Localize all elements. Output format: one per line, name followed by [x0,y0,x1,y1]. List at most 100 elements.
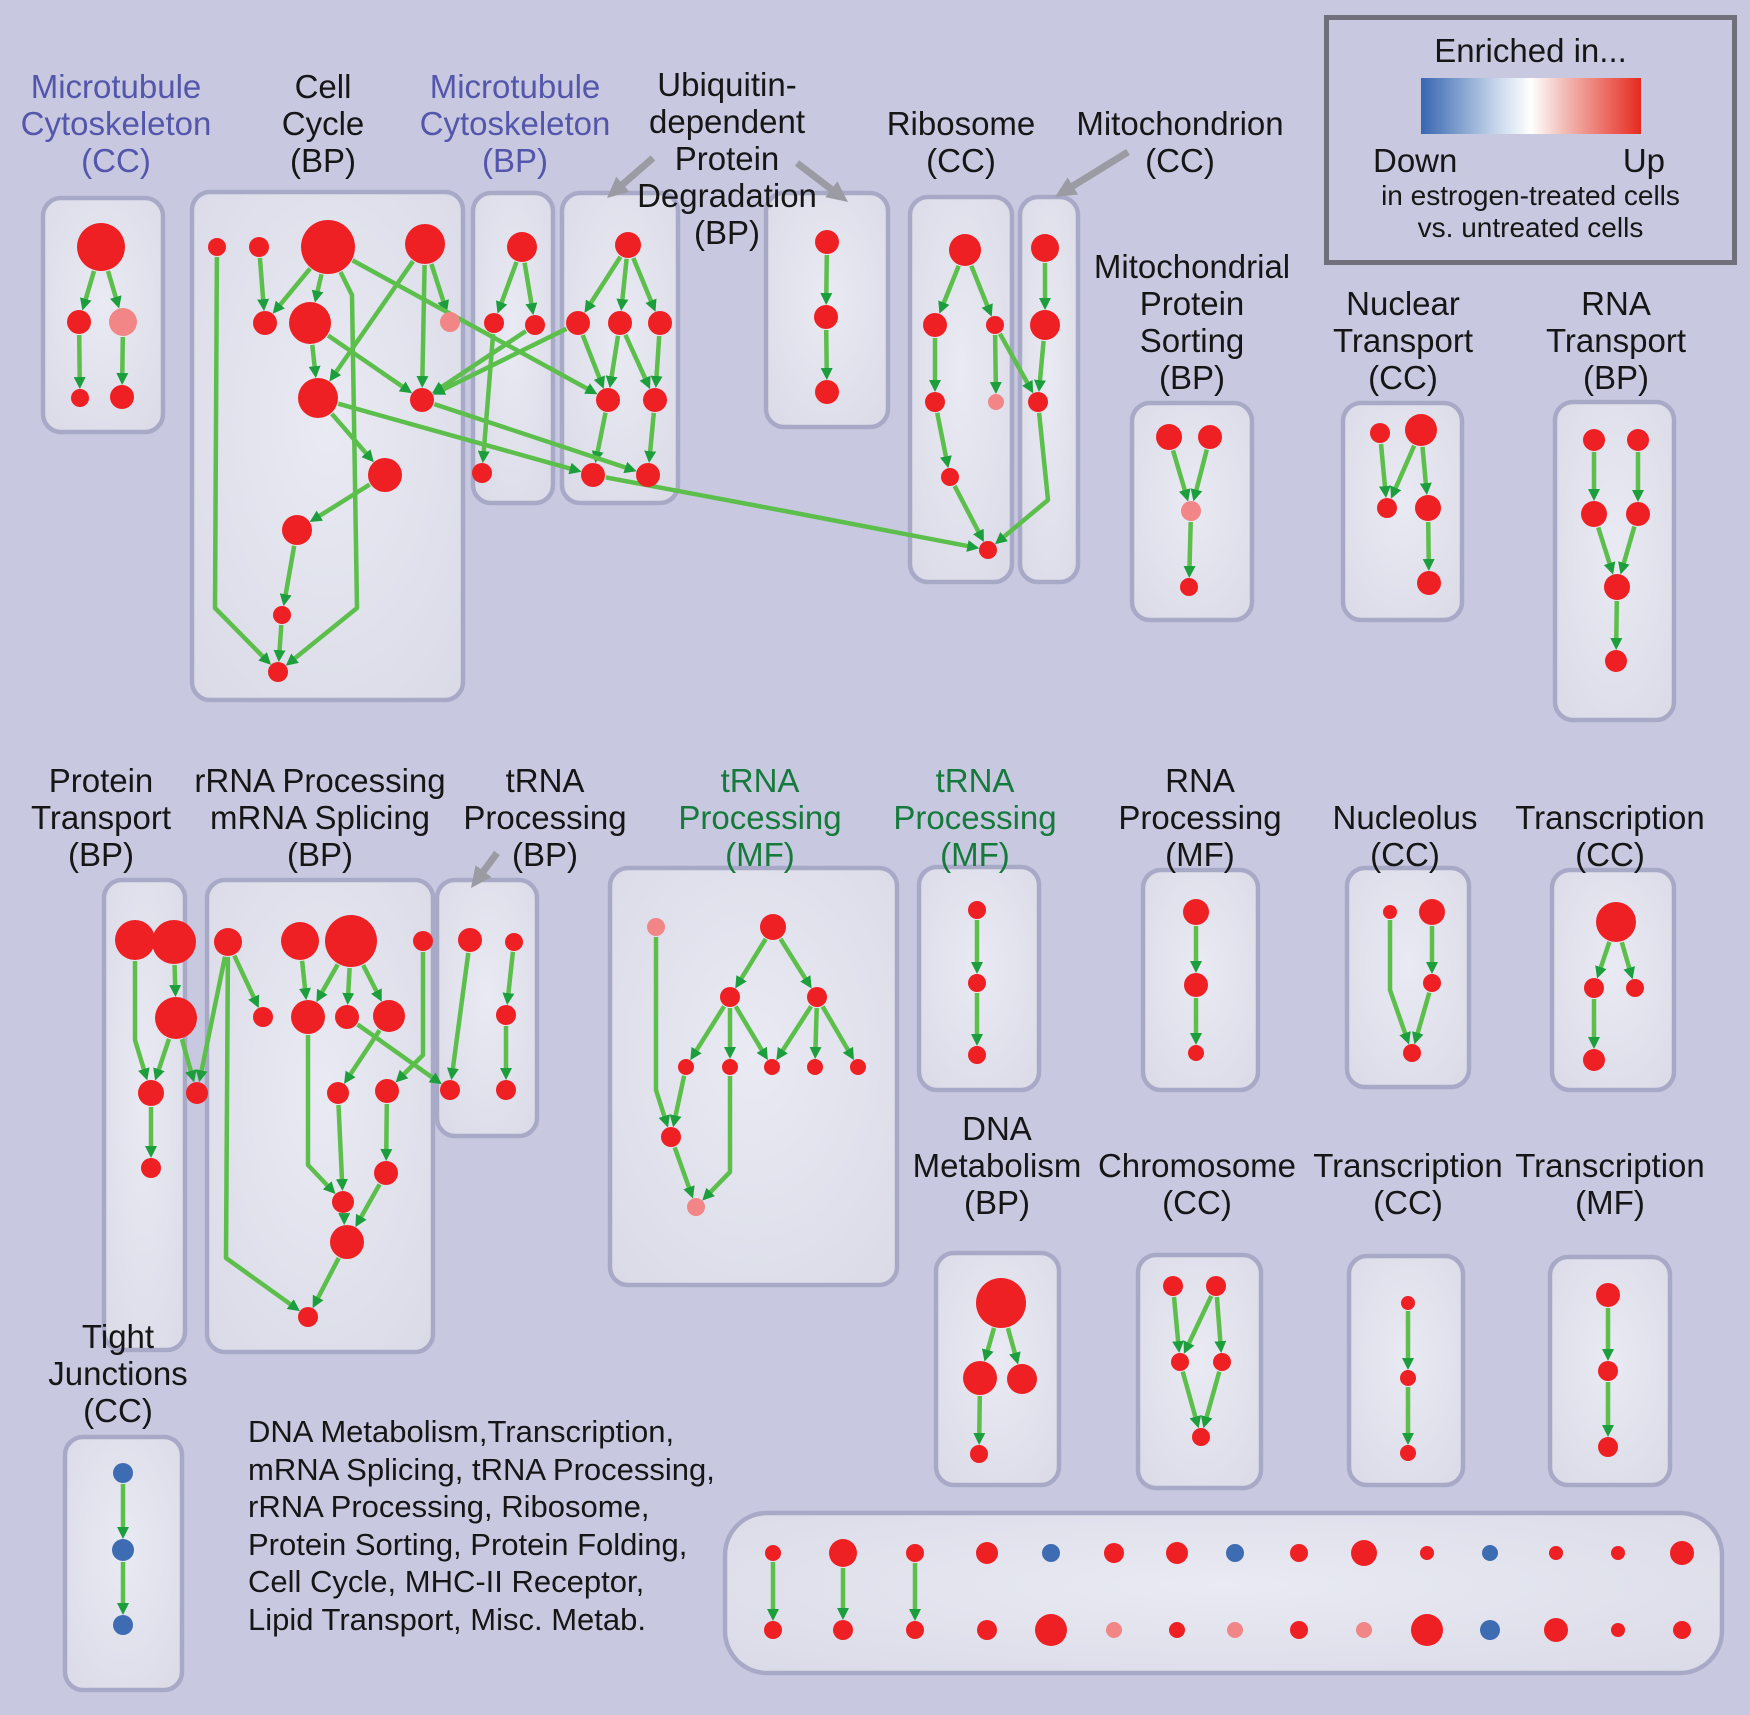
relation-arrow [981,1327,997,1362]
go-term-node-red [505,933,523,951]
cluster-label-cc: Cell Cycle (BP) [281,68,365,179]
misc-category-list: DNA Metabolism,Transcription, mRNA Splic… [248,1413,715,1638]
relation-arrow [105,270,122,309]
relation-arrow [591,412,608,464]
go-term-node-red [1627,429,1649,451]
go-term-node-red [968,974,986,992]
relation-arrow [1171,1296,1185,1354]
go-term-node-red [566,311,590,335]
go-term-node-red [1598,1437,1618,1457]
cluster-label-tcc2: Transcription (CC) [1313,1147,1503,1221]
go-term-node-red [1626,502,1650,526]
go-term-node-red [608,311,632,335]
relation-arrow [361,964,382,1002]
go-term-node-red [138,1080,164,1106]
cluster-box-tcc1 [1549,867,1677,1093]
go-term-node-red [976,1542,998,1564]
cluster-label-ub: Ubiquitin- dependent Protein Degradation… [637,66,817,251]
legend-subtitle-2: vs. untreated cells [1417,212,1644,243]
cluster-box-rnat [1552,399,1677,723]
relation-arrow [169,964,182,997]
relation-arrow [285,270,360,666]
go-term-node-red [273,606,291,624]
go-term-node-red [405,224,445,264]
go-term-node-red [977,1620,997,1640]
go-term-node-pink [109,308,137,336]
relation-arrow [433,401,637,474]
go-term-node-red [282,515,312,545]
go-term-node-red [976,1278,1026,1328]
go-term-node-red [1180,578,1198,596]
go-term-node-red [249,237,269,257]
go-term-node-red [720,987,740,1007]
go-term-node-red [214,928,242,956]
relation-arrow [1183,1294,1214,1354]
relation-arrow [1610,600,1623,650]
cluster-label-nucl: Nucleolus (CC) [1332,799,1478,873]
go-term-node-red [1163,1276,1183,1296]
relation-arrow [690,1005,727,1061]
go-term-node-red [374,1161,398,1185]
go-term-node-red [1156,424,1182,450]
go-term-node-pink [440,312,460,332]
cluster-box-tmf1 [607,865,900,1288]
go-term-node-red [764,1059,780,1075]
go-term-node-red [1611,1546,1625,1560]
go-term-node-red [1604,574,1630,600]
go-term-node-red [1383,905,1397,919]
misc-line: Lipid Transport, Misc. Metab. [248,1601,646,1637]
go-term-node-red [923,313,947,337]
go-term-node-red [815,380,839,404]
relation-arrow [273,624,286,663]
go-term-node-red [764,1621,782,1639]
go-term-node-red [1183,899,1209,925]
relation-arrow [330,412,374,463]
go-term-node-red [335,1005,359,1029]
relation-arrow [446,952,471,1081]
go-term-node-red [1549,1546,1563,1560]
go-term-node-red [596,388,620,412]
go-term-node-pink [988,394,1004,410]
relation-arrow [1422,521,1435,571]
go-term-node-red [833,1620,853,1640]
go-term-node-red [208,238,226,256]
relation-arrow [1200,1370,1222,1429]
go-term-node-red [298,378,338,418]
go-term-node-red [1104,1543,1124,1563]
relation-arrow [1183,521,1196,578]
relation-arrow [351,258,598,395]
go-term-node-red [1405,414,1437,446]
go-term-node-red [1206,1276,1226,1296]
go-term-node-red [458,928,482,952]
cluster-label-mito: Mitochondrion (CC) [1076,105,1284,179]
go-term-node-pink [1181,501,1201,521]
go-term-node-red [1611,1623,1625,1637]
go-term-node-red [141,1158,161,1178]
relation-arrow [308,344,321,379]
cluster-label-nuc: Nuclear Transport (CC) [1333,285,1473,396]
relation-arrow [195,956,228,1083]
go-term-node-red [496,1005,516,1025]
go-term-node-red [722,1059,738,1075]
go-term-node-blue [113,1615,133,1635]
relation-arrow [605,335,621,389]
go-term-node-red [925,392,945,412]
relation-arrow [272,267,312,314]
relation-arrow [669,1075,687,1128]
cluster-label-pt: Protein Transport (BP) [31,762,171,873]
misc-line: mRNA Splicing, tRNA Processing, [248,1451,715,1487]
relation-arrow [952,484,984,543]
relation-arrow [311,273,324,303]
cluster-label-tmf3: Transcription (MF) [1515,1147,1705,1221]
cluster-label-mps: Mitochondrial Protein Sorting (BP) [1093,248,1291,396]
relation-arrow [623,333,651,390]
misc-line: rRNA Processing, Ribosome, [248,1489,650,1524]
edges [73,254,1644,1621]
go-term-node-red [472,463,492,483]
relation-arrow [279,545,297,607]
go-term-node-red [1184,973,1208,997]
go-term-node-red [970,1445,988,1463]
go-term-node-blue [1482,1545,1498,1561]
go-term-node-red [949,234,981,266]
